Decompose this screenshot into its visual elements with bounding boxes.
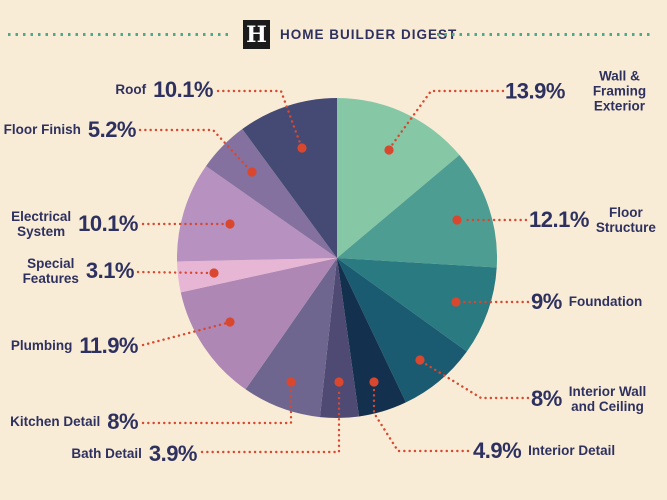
slice-name: Kitchen Detail xyxy=(10,414,101,430)
leader-line-interior-detail xyxy=(372,387,470,453)
slice-name: Wall & Framing Exterior xyxy=(592,68,647,114)
leader-dot-kitchen-detail xyxy=(286,377,296,387)
callout-interior-wall-ceiling: 8% Interior Wall and Ceiling xyxy=(531,384,646,414)
slice-name: Bath Detail xyxy=(71,446,142,462)
callout-floor-structure: 12.1% Floor Structure xyxy=(529,205,656,235)
leader-dot-electrical-system xyxy=(225,219,235,229)
leader-line-interior-wall-and-ceiling xyxy=(422,361,530,400)
slice-name: Interior Wall and Ceiling xyxy=(568,383,647,414)
leader-line-floor-finish xyxy=(138,128,251,171)
leader-dot-special-features xyxy=(209,268,219,278)
slice-value: 5.2% xyxy=(87,117,137,142)
slice-name: Roof xyxy=(115,82,147,98)
leader-dot-interior-detail xyxy=(369,377,379,387)
pie-slice-foundation xyxy=(337,258,497,352)
pie-slice-kitchen-detail xyxy=(245,258,337,418)
pie-slice-floor-structure xyxy=(337,155,498,268)
slice-name: Special Features xyxy=(22,255,79,286)
slice-value: 12.1% xyxy=(529,207,589,232)
leader-dot-plumbing xyxy=(225,317,235,327)
leader-line-kitchen-detail xyxy=(141,387,293,425)
slice-value: 4.9% xyxy=(473,438,522,463)
slice-name: Floor Finish xyxy=(3,122,81,138)
slice-value: 8% xyxy=(531,386,562,411)
pie-slice-roof xyxy=(242,98,337,258)
slice-value: 8% xyxy=(107,409,138,434)
leader-line-wall-framing-exterior xyxy=(390,89,505,147)
callout-wall-framing-exterior: 13.9% Wall & Framing Exterior xyxy=(505,68,667,113)
leader-dot-bath-detail xyxy=(334,377,344,387)
leader-dot-foundation xyxy=(451,297,461,307)
callout-plumbing: Plumbing 11.9% xyxy=(10,333,139,359)
slice-name: Electrical System xyxy=(11,208,72,239)
leader-line-special-features xyxy=(136,270,211,275)
leader-dot-interior-wall-and-ceiling xyxy=(415,355,425,365)
callout-special-features: Special Features 3.1% xyxy=(22,255,135,286)
slice-value: 3.1% xyxy=(85,258,135,283)
slice-value: 10.1% xyxy=(78,211,138,236)
slice-name: Floor Structure xyxy=(595,204,656,235)
slice-value: 9% xyxy=(531,289,562,314)
slice-value: 13.9% xyxy=(505,77,565,103)
slice-name: Plumbing xyxy=(10,338,73,354)
header-title: HOME BUILDER DIGEST xyxy=(280,27,458,42)
logo-letter: H xyxy=(246,21,267,48)
slice-value: 3.9% xyxy=(148,441,198,466)
pie-slice-floor-finish xyxy=(205,129,337,258)
callout-electrical-system: Electrical System 10.1% xyxy=(11,209,138,239)
callout-kitchen-detail: Kitchen Detail 8% xyxy=(10,409,138,435)
pie-slice-interior-detail xyxy=(337,258,406,417)
leader-dot-floor-structure xyxy=(452,215,462,225)
leader-dot-wall-framing-exterior xyxy=(384,145,394,155)
callout-bath-detail: Bath Detail 3.9% xyxy=(71,441,197,467)
slice-name: Interior Detail xyxy=(528,443,616,459)
callout-foundation: 9% Foundation xyxy=(531,289,642,315)
leader-line-bath-detail xyxy=(200,387,341,454)
leader-line-plumbing xyxy=(141,321,229,347)
pie-slice-bath-detail xyxy=(319,258,359,418)
callout-roof: Roof 10.1% xyxy=(115,77,213,103)
pie-slice-electrical-system xyxy=(177,166,337,262)
pie-slice-wall-framing-exterior xyxy=(337,98,460,258)
header-dotted-line-left xyxy=(8,33,230,36)
pie-slice-plumbing xyxy=(180,258,337,390)
leader-dot-floor-finish xyxy=(247,167,257,177)
callout-interior-detail: 4.9% Interior Detail xyxy=(473,438,615,464)
pie-slice-special-features xyxy=(177,258,337,293)
header-dotted-line-right xyxy=(437,33,653,36)
home-builder-digest-logo: H xyxy=(243,20,270,49)
slice-name: Foundation xyxy=(568,294,643,310)
callout-floor-finish: Floor Finish 5.2% xyxy=(3,117,137,143)
slice-value: 10.1% xyxy=(153,77,213,102)
pie-slice-interior-wall-and-ceiling xyxy=(337,258,467,403)
slice-value: 11.9% xyxy=(79,333,138,358)
leader-dot-roof xyxy=(297,143,307,153)
leader-line-roof xyxy=(216,89,302,145)
